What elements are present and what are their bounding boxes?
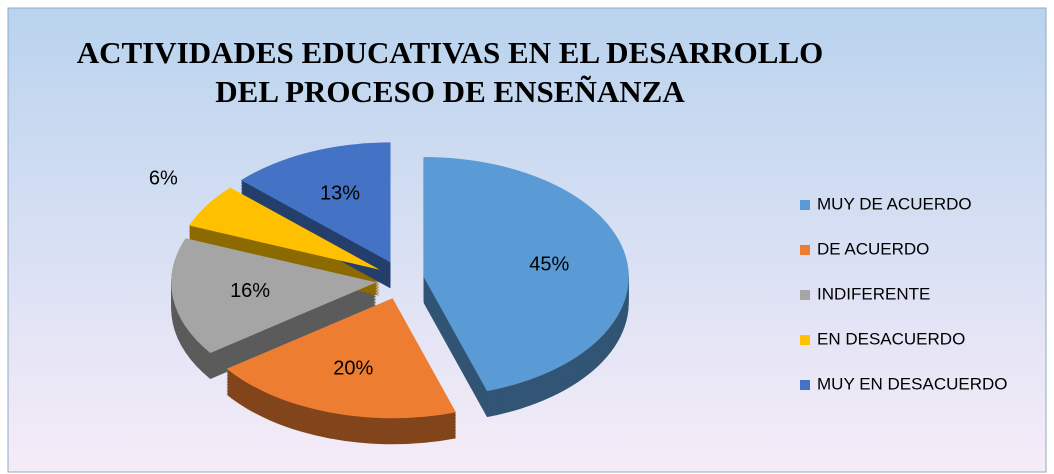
data-label: 13% <box>320 182 360 204</box>
legend-label: EN DESACUERDO <box>817 329 965 348</box>
chart-title: ACTIVIDADES EDUCATIVAS EN EL DESARROLLO <box>77 35 823 70</box>
data-label: 6% <box>149 168 178 190</box>
legend-swatch <box>800 245 810 255</box>
legend-swatch <box>800 200 810 210</box>
legend-label: MUY EN DESACUERDO <box>817 374 1008 393</box>
legend-swatch <box>800 380 810 390</box>
data-label: 45% <box>529 254 569 276</box>
slice <box>171 238 377 353</box>
legend-label: INDIFERENTE <box>817 284 930 303</box>
slice <box>226 298 456 419</box>
slice <box>189 187 380 270</box>
data-label: 20% <box>333 357 373 379</box>
legend-swatch <box>800 290 810 300</box>
legend-swatch <box>800 335 810 345</box>
data-label: 16% <box>230 280 270 302</box>
slice <box>241 142 391 263</box>
legend-label: DE ACUERDO <box>817 239 929 258</box>
legend-label: MUY DE ACUERDO <box>817 194 972 213</box>
chart-title: DEL PROCESO DE ENSEÑANZA <box>215 74 685 109</box>
slice <box>423 156 629 392</box>
